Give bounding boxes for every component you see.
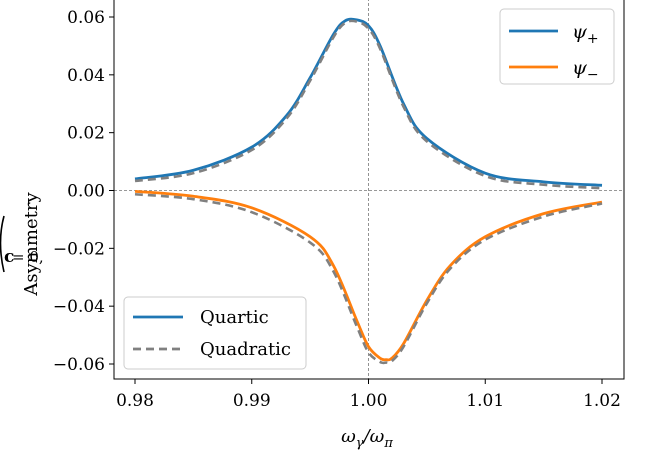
y-tick-label: 0.06	[67, 8, 105, 28]
y-tick-label: −0.04	[53, 297, 105, 317]
left-eq-artifact: = 0,	[12, 248, 44, 266]
x-tick-label: 0.99	[233, 391, 271, 411]
legend-label: ψ−	[572, 57, 599, 83]
legend-frame	[499, 8, 615, 85]
y-tick-label: 0.02	[67, 124, 105, 144]
x-tick-label: 1.00	[350, 391, 388, 411]
x-tick-label: 0.98	[116, 391, 154, 411]
series-line-psi-plus-quadratic	[134, 19, 603, 190]
y-tick-label: 0.04	[67, 66, 105, 86]
series-line-psi-minus	[134, 189, 603, 362]
y-tick-label: 0.00	[67, 182, 105, 202]
svg-text:ωγ/ωπ: ωγ/ωπ	[341, 426, 393, 451]
plot-area	[114, 0, 624, 379]
legend-label: Quartic	[200, 307, 269, 328]
series-line-psi-minus-quadratic	[134, 192, 603, 365]
y-axis-title: Asymmetry	[21, 192, 42, 297]
left-paren-fragment	[0, 215, 5, 273]
y-tick-label: −0.02	[53, 239, 105, 259]
y-tick-label: −0.06	[53, 355, 105, 375]
x-tick-label: 1.02	[583, 391, 621, 411]
left-c-artifact: c	[4, 247, 14, 267]
legend-frame	[123, 296, 307, 370]
legend-label: Quadratic	[200, 339, 291, 360]
x-tick-label: 1.01	[466, 391, 504, 411]
legend-label: ψ+	[572, 21, 599, 47]
y-axis: 0.06 0.04 0.02 0.00 −0.02 −0.04 −0.06	[53, 8, 114, 375]
x-axis: 0.98 0.99 1.00 1.01 1.02	[116, 379, 621, 411]
x-axis-title: ωγ/ωπ	[341, 426, 393, 451]
legend-upper-right: ψ+ ψ−	[499, 8, 615, 85]
series-line-psi-plus	[134, 17, 603, 187]
left-edge-artifacts: c = 0,	[0, 215, 44, 273]
legend-lower-left: Quartic Quadratic	[123, 296, 307, 370]
